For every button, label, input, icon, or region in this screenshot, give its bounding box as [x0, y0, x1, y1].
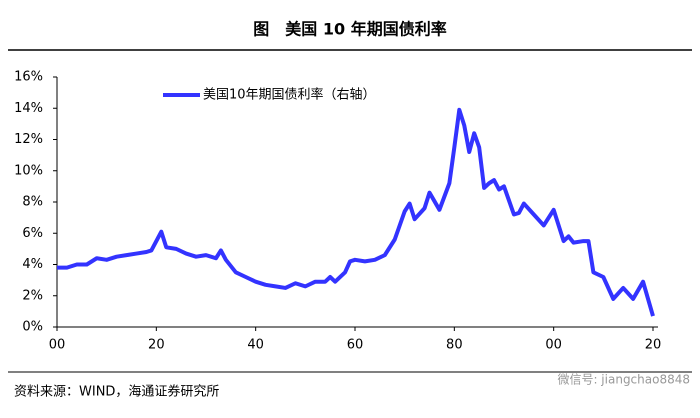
y-tick-label: 10%: [14, 163, 43, 178]
y-tick-label: 8%: [22, 195, 43, 210]
x-tick-label: 60: [347, 338, 364, 353]
x-tick-label: 20: [645, 338, 662, 353]
source: 资料来源：WIND，海通证券研究所: [14, 384, 219, 400]
chart-title: 图 美国 10 年期国债利率: [253, 20, 446, 39]
legend-label: 美国10年期国债利率（右轴）: [203, 87, 376, 103]
x-tick-label: 00: [49, 338, 66, 353]
y-tick-label: 2%: [22, 288, 43, 303]
y-tick-label: 12%: [14, 132, 43, 147]
y-tick-label: 0%: [22, 320, 43, 335]
y-tick-label: 4%: [22, 257, 43, 272]
y-tick-label: 14%: [14, 101, 43, 116]
x-tick-label: 00: [545, 338, 562, 353]
x-tick-label: 40: [247, 338, 264, 353]
y-tick-label: 16%: [14, 70, 43, 85]
watermark: 微信号: jiangchao8848: [557, 373, 690, 387]
line: [57, 107, 655, 317]
y-tick-label: 6%: [22, 226, 43, 241]
x-tick-label: 80: [446, 338, 463, 353]
x-tick-label: 20: [148, 338, 165, 353]
